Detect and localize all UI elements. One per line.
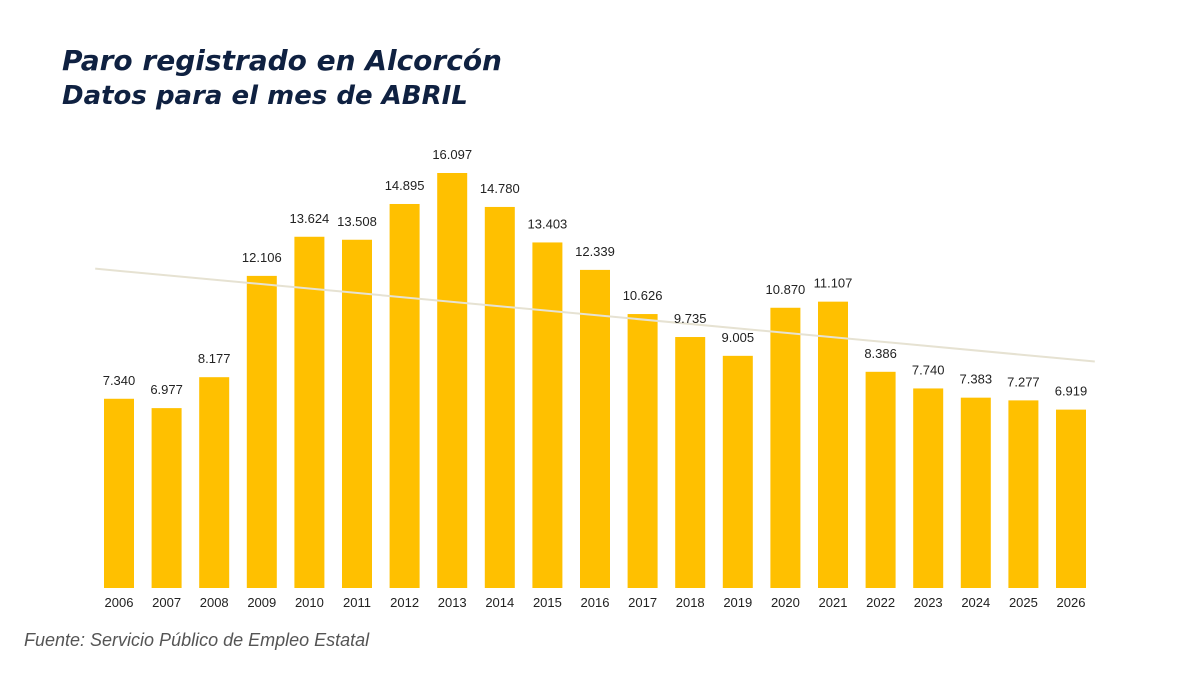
bar-2018 [675, 337, 706, 588]
value-label-2008: 8.177 [198, 351, 231, 366]
x-tick-2024: 2024 [961, 595, 990, 610]
value-label-2020: 10.870 [766, 282, 806, 297]
x-tick-2013: 2013 [438, 595, 467, 610]
value-label-2021: 11.107 [814, 276, 853, 291]
x-tick-2019: 2019 [723, 595, 752, 610]
value-label-2010: 13.624 [290, 211, 330, 226]
value-label-2014: 14.780 [480, 181, 520, 196]
value-label-2022: 8.386 [864, 346, 897, 361]
value-label-2019: 9.005 [722, 330, 755, 345]
x-tick-2021: 2021 [819, 595, 848, 610]
value-label-2007: 6.977 [150, 382, 183, 397]
x-tick-2017: 2017 [628, 595, 657, 610]
bar-2019 [722, 355, 753, 588]
x-tick-2011: 2011 [343, 595, 371, 610]
x-tick-2023: 2023 [914, 595, 943, 610]
bar-2010 [294, 236, 325, 588]
bar-2008 [199, 377, 230, 588]
x-tick-2014: 2014 [485, 595, 514, 610]
bar-2015 [532, 242, 563, 588]
x-tick-2006: 2006 [105, 595, 134, 610]
bar-2013 [437, 173, 468, 588]
value-label-2013: 16.097 [432, 147, 472, 162]
bars-group [104, 173, 1086, 589]
bar-2014 [484, 206, 515, 588]
x-tick-2018: 2018 [676, 595, 705, 610]
value-label-2006: 7.340 [103, 373, 136, 388]
bar-2006 [104, 398, 134, 588]
bar-2020 [770, 307, 801, 588]
value-label-2011: 13.508 [337, 214, 377, 229]
x-tick-2015: 2015 [533, 595, 562, 610]
bar-2022 [865, 371, 896, 588]
x-tick-2022: 2022 [866, 595, 895, 610]
chart-subtitle: Datos para el mes de ABRIL [62, 81, 468, 111]
x-tick-2008: 2008 [200, 595, 229, 610]
bar-2025 [1008, 400, 1039, 588]
chart-title: Paro registrado en Alcorcón [62, 44, 502, 77]
x-tick-2020: 2020 [771, 595, 800, 610]
value-label-2015: 13.403 [528, 216, 568, 231]
value-labels-group: 7.340 6.977 8.177 12.106 13.624 13.508 14.895 1… [103, 147, 1088, 399]
value-label-2024: 7.383 [960, 372, 993, 387]
bar-2024 [960, 397, 991, 588]
value-label-2017: 10.626 [623, 288, 663, 303]
bar-2017 [627, 314, 658, 588]
value-label-2026: 6.919 [1055, 384, 1088, 399]
trendline-group [95, 267, 1095, 363]
bar-2012 [389, 203, 420, 589]
bar-2023 [913, 388, 944, 588]
x-tick-2010: 2010 [295, 595, 324, 610]
x-tick-2009: 2009 [247, 595, 276, 610]
value-label-2025: 7.277 [1007, 374, 1040, 389]
value-label-2012: 14.895 [385, 178, 425, 193]
bar-2016 [580, 269, 610, 588]
x-tick-2007: 2007 [152, 595, 181, 610]
trendline [95, 267, 1095, 363]
x-tick-2016: 2016 [581, 595, 610, 610]
value-label-2009: 12.106 [242, 250, 282, 265]
bar-2007 [151, 408, 182, 588]
bar-2009 [246, 275, 277, 588]
value-label-2018: 9.735 [674, 311, 707, 326]
value-label-2016: 12.339 [575, 244, 615, 259]
x-axis-tick-labels: 2006 2007 2008 2009 2010 2011 2012 2013 2014 2015… [105, 595, 1086, 610]
value-label-2023: 7.740 [912, 362, 945, 377]
x-tick-2026: 2026 [1057, 595, 1086, 610]
bar-2011 [342, 239, 372, 588]
x-tick-2025: 2025 [1009, 595, 1038, 610]
bar-2026 [1056, 409, 1086, 588]
source-note: Fuente: Servicio Público de Empleo Estat… [24, 630, 370, 650]
x-tick-2012: 2012 [390, 595, 419, 610]
bar-2021 [818, 301, 848, 588]
